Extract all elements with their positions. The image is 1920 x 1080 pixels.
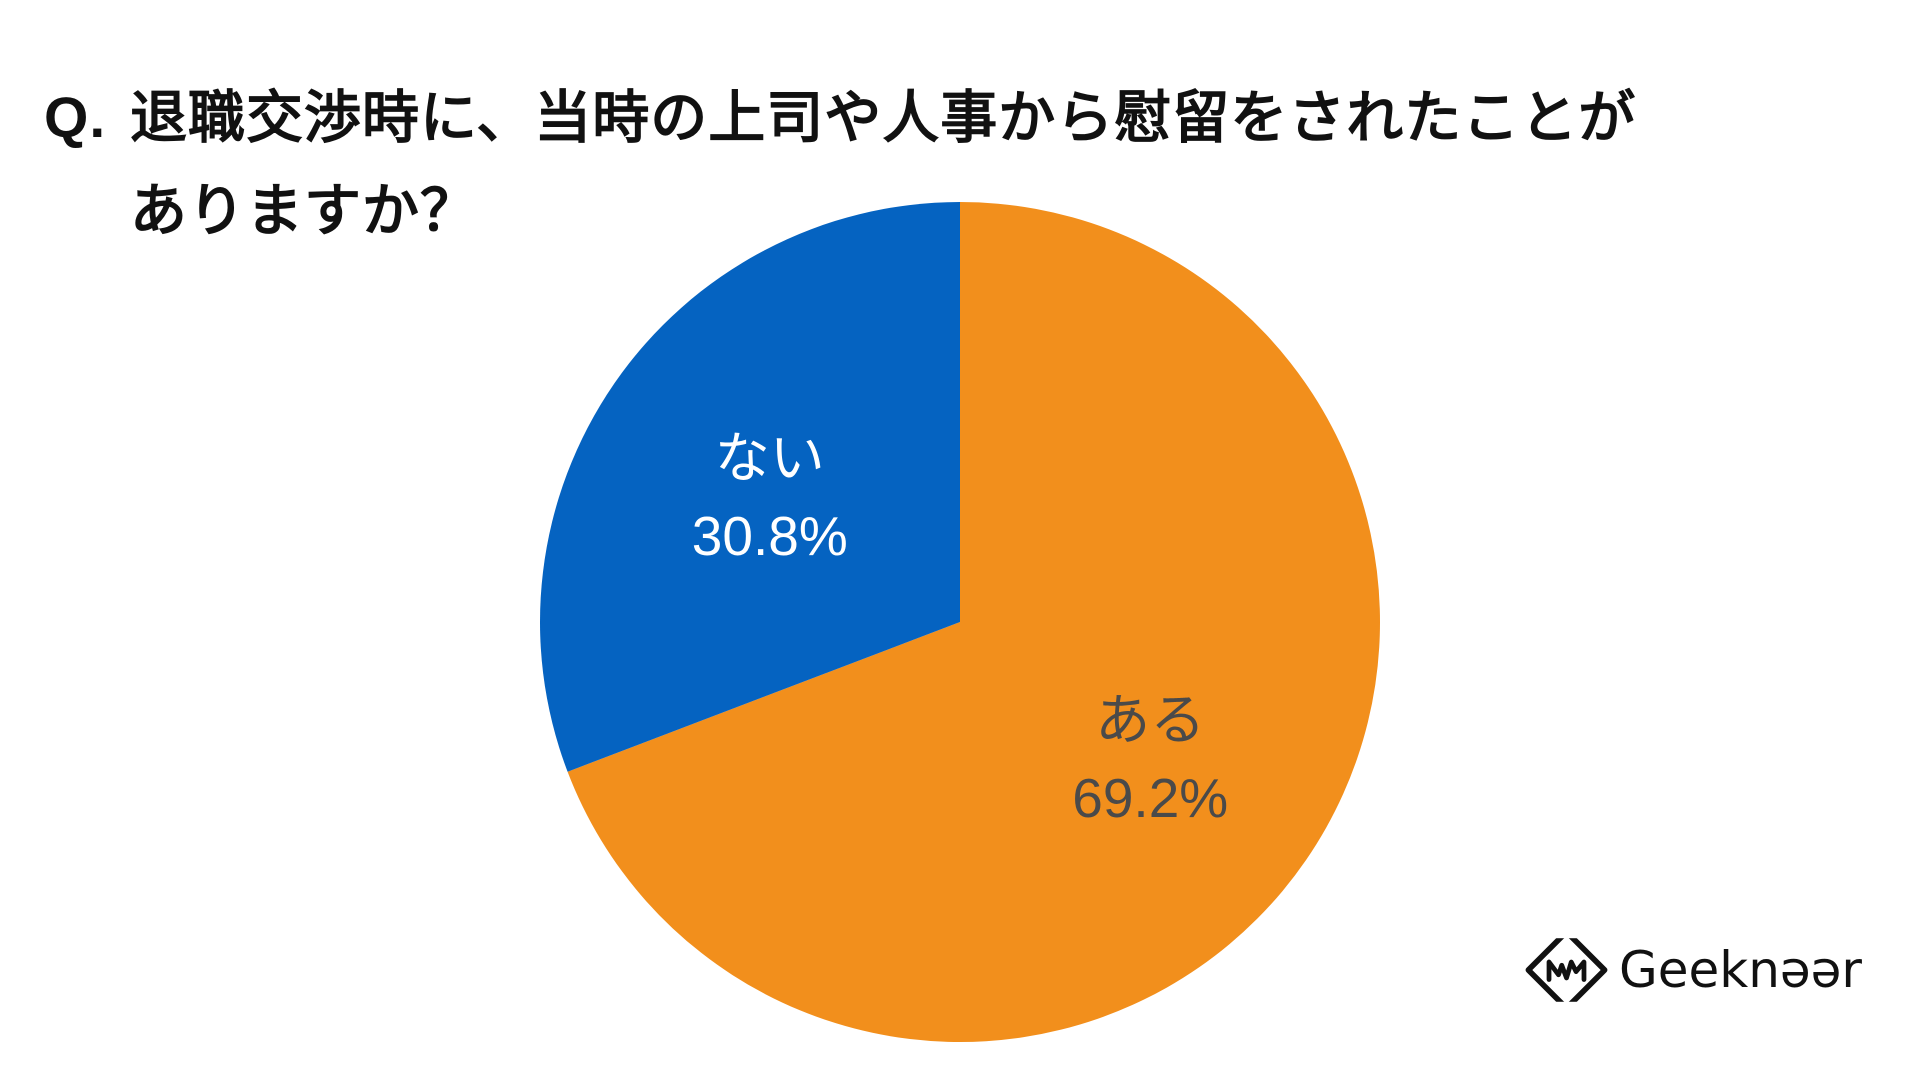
- pie-slice-0: [567, 202, 1381, 1042]
- question-text-line-1: 退職交渉時に、当時の上司や人事から慰留をされたことが: [130, 85, 1637, 151]
- slice-value-label-1: 30.8%: [692, 505, 848, 567]
- pie-slice-1: [540, 202, 960, 772]
- question-prefix: Q.: [44, 86, 107, 150]
- slice-label-0: ある: [1095, 688, 1205, 752]
- question-text-line-2: ありますか？: [130, 178, 478, 244]
- logo-text: Geeknəər: [1619, 941, 1862, 999]
- geekneer-logo: Geeknəər: [1522, 914, 1862, 1026]
- slice-label-1: ない: [715, 426, 825, 490]
- geekneer-logo-icon: [1525, 925, 1608, 1015]
- title-line-1: Q. 退職交渉時に、当時の上司や人事から慰留をされたことが: [44, 72, 1884, 165]
- slice-value-label-0: 69.2%: [1072, 767, 1228, 829]
- chart-title: Q. 退職交渉時に、当時の上司や人事から慰留をされたことが ありますか？: [44, 72, 1884, 258]
